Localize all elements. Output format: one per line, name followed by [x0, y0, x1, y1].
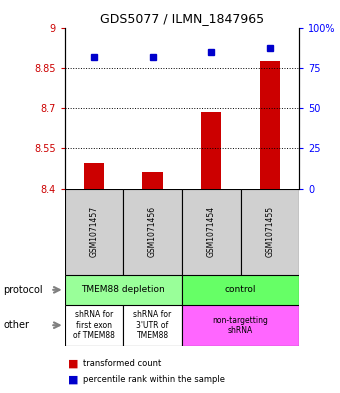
Bar [182, 305, 299, 346]
Text: non-targetting
shRNA: non-targetting shRNA [212, 316, 269, 335]
Bar [260, 61, 280, 189]
Text: GSM1071457: GSM1071457 [89, 206, 98, 257]
Bar [65, 275, 182, 305]
Text: other: other [3, 320, 29, 330]
Text: control: control [225, 285, 256, 294]
Bar [65, 305, 123, 346]
Text: protocol: protocol [3, 285, 43, 295]
Bar [142, 172, 163, 189]
Bar [123, 305, 182, 346]
Text: transformed count: transformed count [83, 359, 162, 368]
Bar [65, 189, 123, 275]
Bar [84, 163, 104, 189]
Bar [182, 189, 240, 275]
Text: ■: ■ [68, 374, 79, 384]
Text: GSM1071456: GSM1071456 [148, 206, 157, 257]
Bar [123, 189, 182, 275]
Text: shRNA for
first exon
of TMEM88: shRNA for first exon of TMEM88 [73, 310, 115, 340]
Text: shRNA for
3'UTR of
TMEM88: shRNA for 3'UTR of TMEM88 [133, 310, 172, 340]
Bar [201, 112, 221, 189]
Text: percentile rank within the sample: percentile rank within the sample [83, 375, 225, 384]
Text: TMEM88 depletion: TMEM88 depletion [81, 285, 165, 294]
Text: ■: ■ [68, 358, 79, 369]
Bar [182, 275, 299, 305]
Text: GSM1071455: GSM1071455 [266, 206, 274, 257]
Text: GSM1071454: GSM1071454 [207, 206, 216, 257]
Title: GDS5077 / ILMN_1847965: GDS5077 / ILMN_1847965 [100, 12, 264, 25]
Bar [240, 189, 299, 275]
